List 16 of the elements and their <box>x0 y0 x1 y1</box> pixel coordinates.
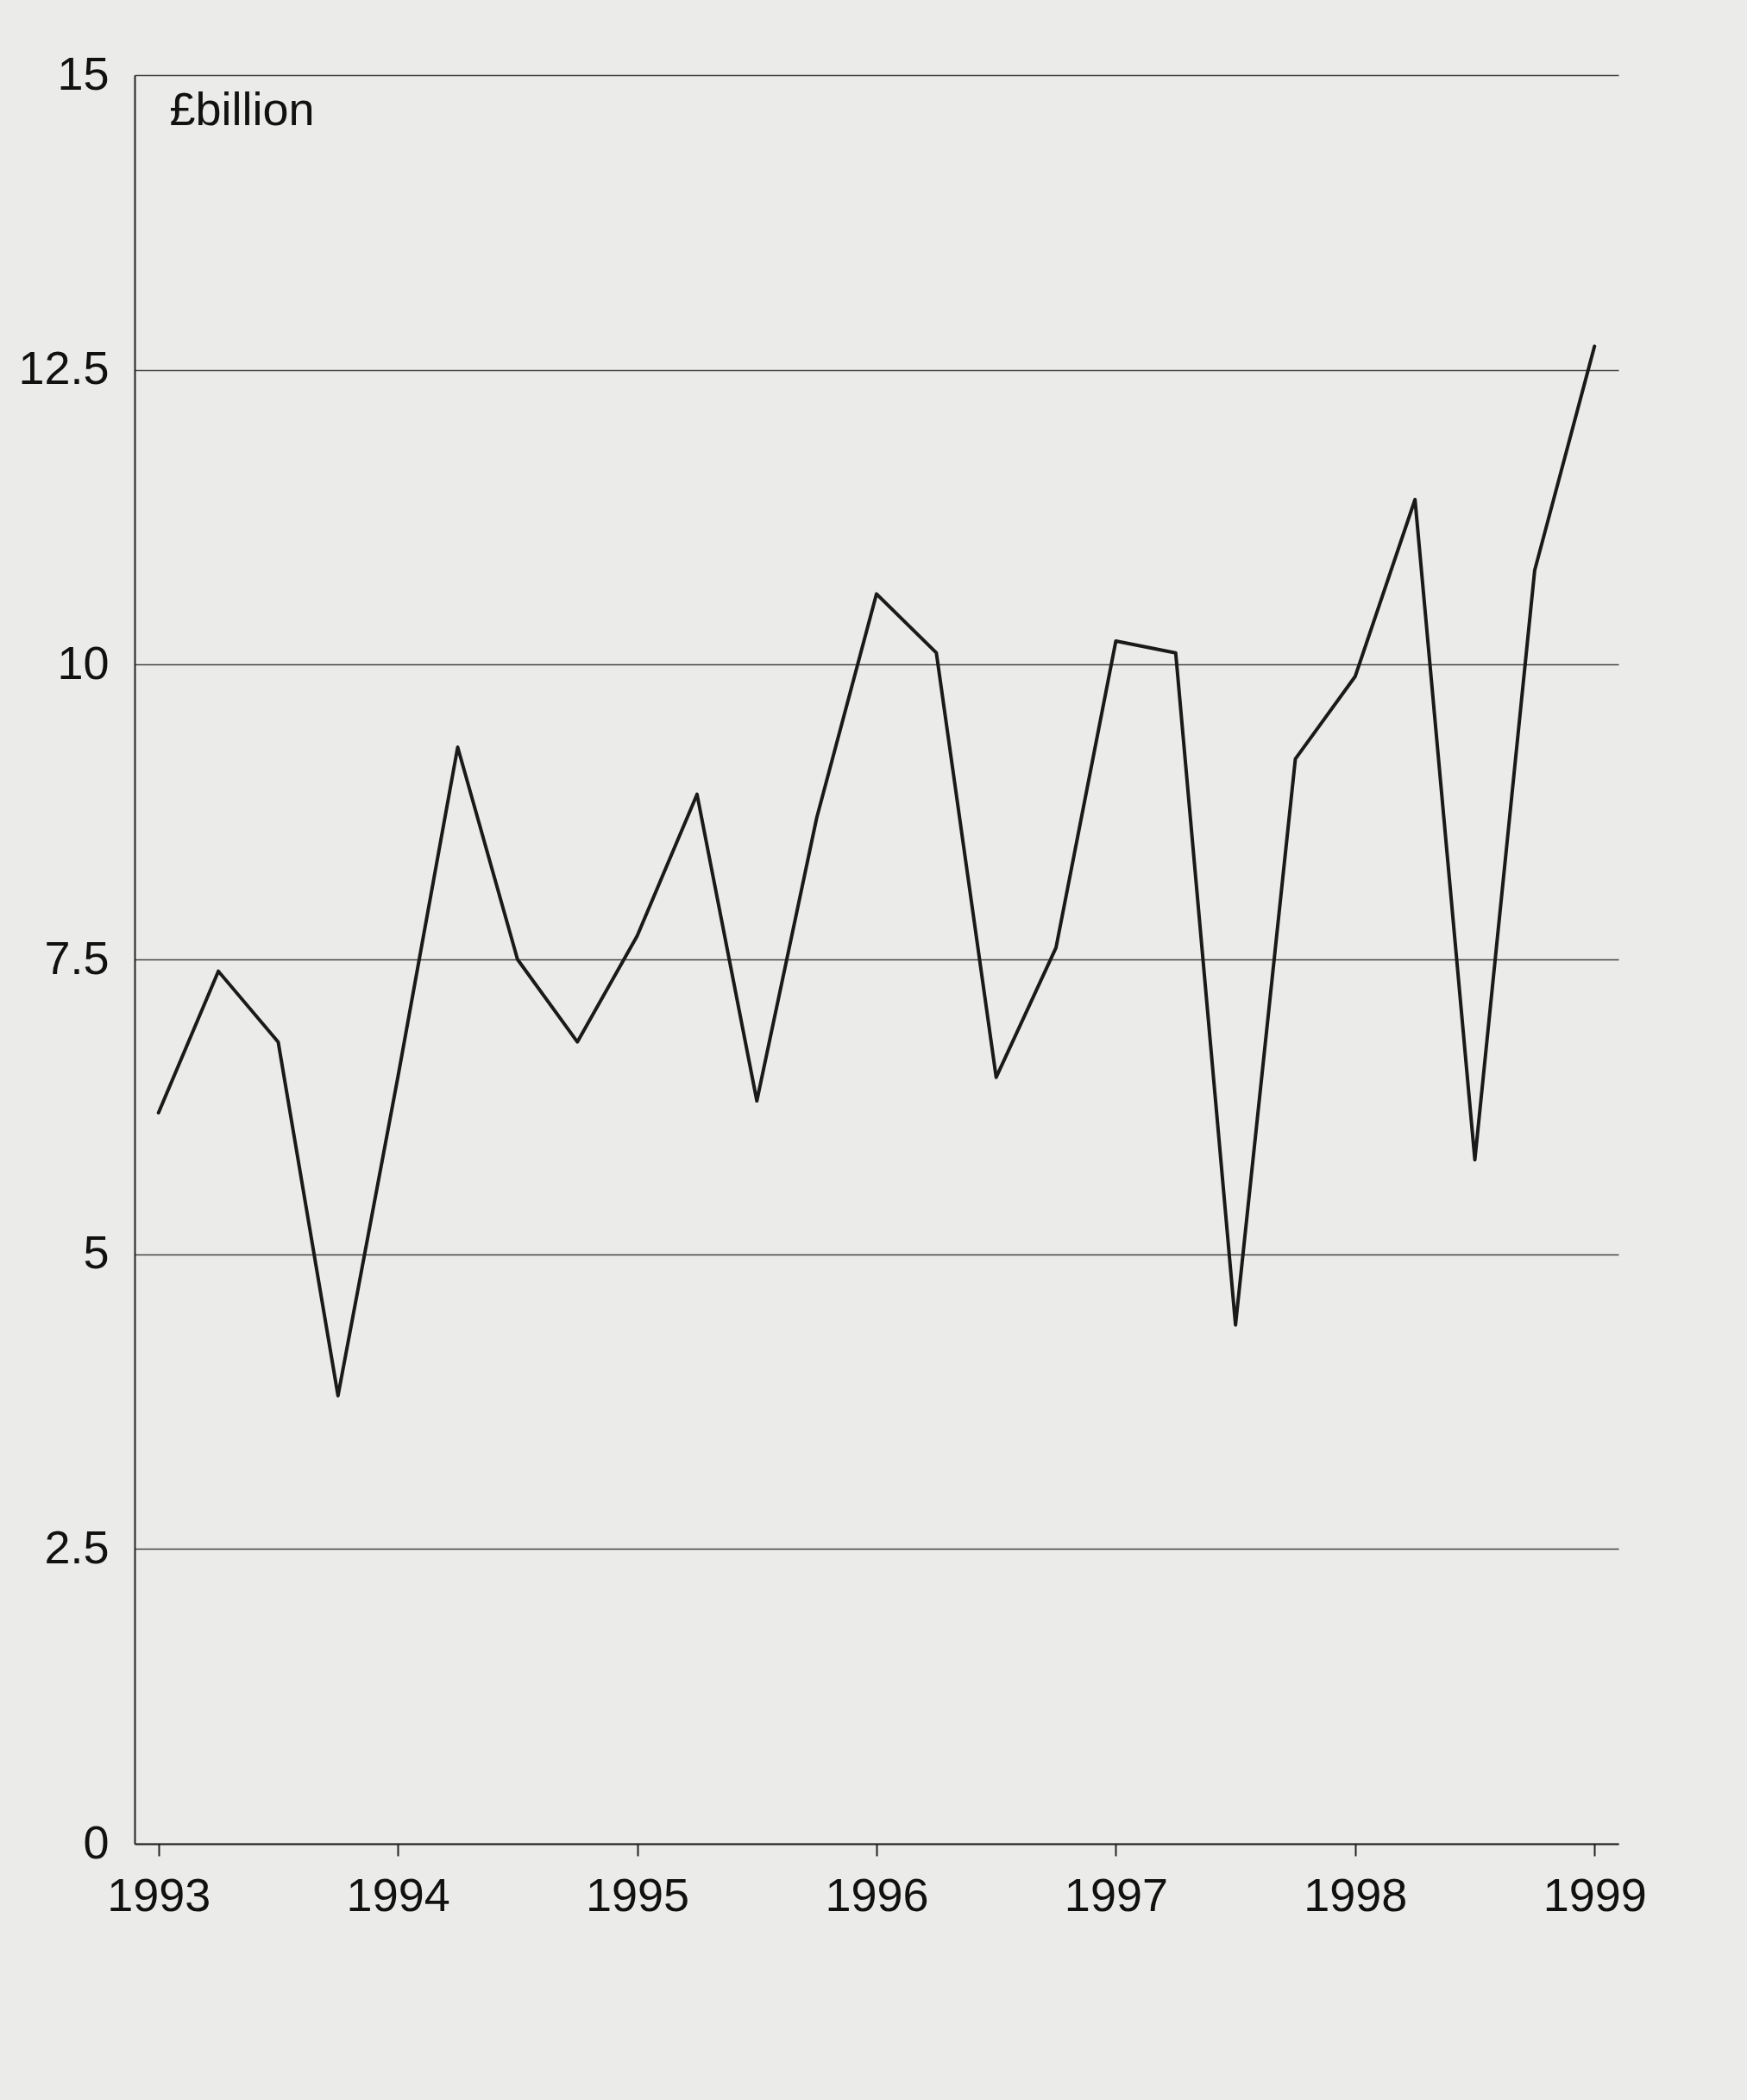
y-tick-label: 5 <box>83 1226 110 1279</box>
y-tick-label: 2.5 <box>44 1520 110 1573</box>
x-tick-label: 1998 <box>1304 1868 1408 1921</box>
y-tick-label: 15 <box>57 47 110 99</box>
x-tick-label: 1994 <box>346 1868 450 1921</box>
x-tick-label: 1997 <box>1064 1868 1168 1921</box>
y-tick-label: 7.5 <box>44 931 110 984</box>
x-tick-label: 1999 <box>1543 1868 1647 1921</box>
x-tick-label: 1993 <box>107 1868 211 1921</box>
y-axis-title: £billion <box>169 82 315 135</box>
x-tick-label: 1995 <box>586 1868 690 1921</box>
x-tick-label: 1996 <box>825 1868 929 1921</box>
y-tick-label: 12.5 <box>18 342 110 394</box>
line-series <box>156 344 1597 1398</box>
y-tick-label: 0 <box>83 1815 110 1868</box>
y-tick-label: 10 <box>57 636 110 688</box>
